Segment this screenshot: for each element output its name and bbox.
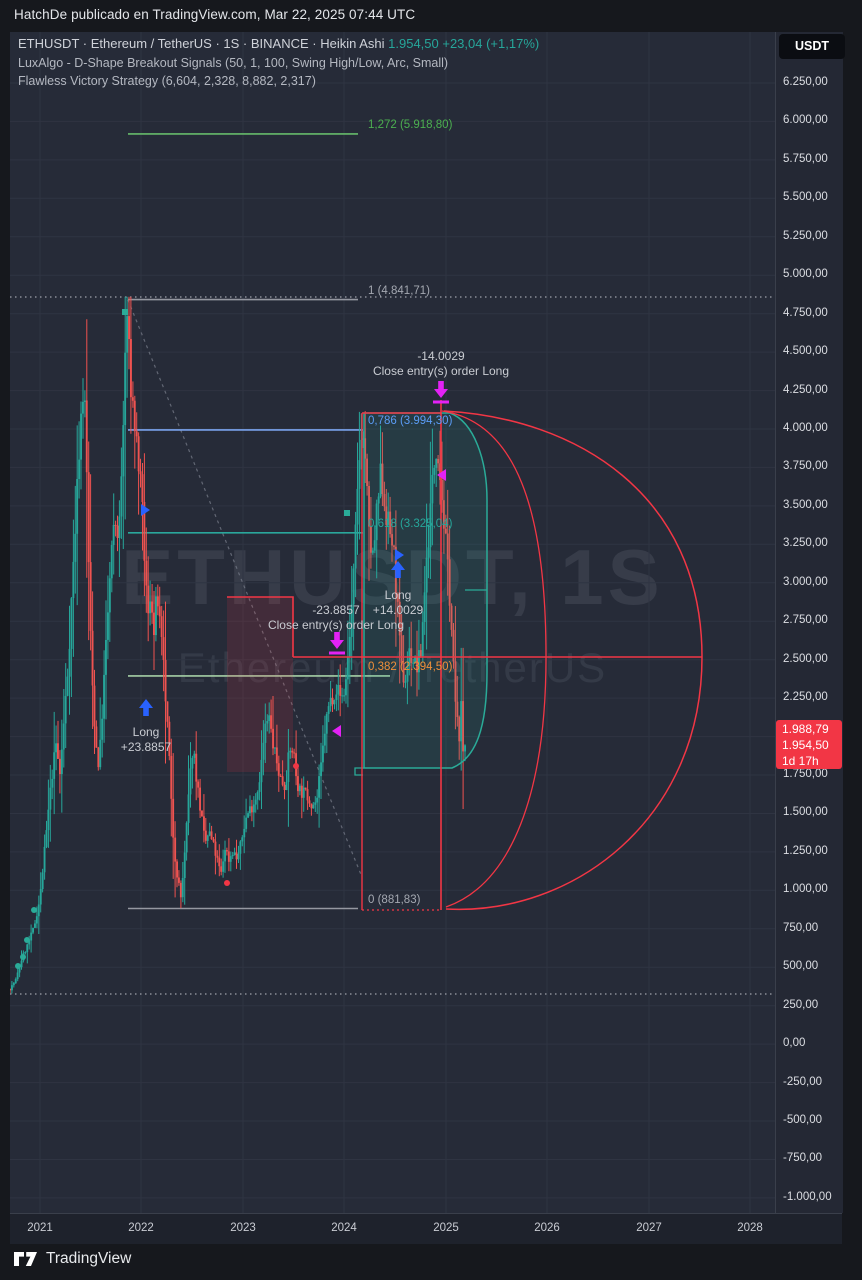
chart-card: ETHUSDT, 1S Ethereum / TetherUS ETHUSDT … — [10, 32, 845, 1244]
symbol-title: ETHUSDT · Ethereum / TetherUS · 1S · BIN… — [18, 36, 385, 51]
price-scale-label: 3.500,00 — [783, 498, 828, 511]
price-scale-label: 0,00 — [783, 1037, 806, 1050]
price-scale-label: 1.750,00 — [783, 768, 828, 780]
price-scale[interactable]: 6.250,00 6.000,00 5.750,00 5.500,00 5.250,00… — [775, 32, 843, 1213]
time-scale[interactable]: 2021 2022 2023 2024 2025 2026 2027 2028 — [10, 1213, 842, 1244]
chart-plot-area[interactable] — [10, 32, 775, 1213]
time-scale-year-label: 2023 — [230, 1222, 256, 1234]
tradingview-logo-icon — [14, 1251, 37, 1266]
currency-toggle-button[interactable]: USDT — [779, 34, 845, 59]
price-scale-label: 1.000,00 — [783, 883, 828, 896]
red-zone — [227, 596, 294, 772]
price-scale-label: 4.000,00 — [783, 422, 828, 434]
price-scale-label: 250,00 — [783, 998, 819, 1011]
price-scale-label: -1.000,00 — [783, 1190, 832, 1203]
time-scale-year-label: 2025 — [433, 1222, 459, 1234]
price-tag-countdown: 1d 17h — [782, 754, 819, 768]
price-scale-label: 3.750,00 — [783, 460, 828, 473]
publish-info-text: HatchDe publicado en TradingView.com, Ma… — [14, 7, 416, 22]
price-scale-label: 2.250,00 — [783, 691, 828, 704]
footer-bar: TradingView — [0, 1243, 862, 1280]
price-scale-label: 1.500,00 — [783, 806, 828, 819]
time-scale-year-label: 2021 — [27, 1222, 53, 1234]
price-scale-label: 2.500,00 — [783, 652, 828, 665]
watermark-description: Ethereum / TetherUS — [178, 644, 608, 691]
fib-trendline — [127, 299, 363, 878]
price-scale-label: 5.000,00 — [783, 268, 828, 281]
price-tag-high: 1.988,79 — [782, 722, 829, 736]
time-scale-year-label: 2026 — [534, 1222, 560, 1234]
price-scale-label: 4.500,00 — [783, 345, 828, 358]
tradingview-logo[interactable]: TradingView — [14, 1250, 131, 1268]
price-scale-label: 4.750,00 — [783, 306, 828, 319]
tradingview-logo-text: TradingView — [46, 1250, 132, 1267]
price-scale-label: -500,00 — [783, 1114, 823, 1126]
candles-layer — [10, 296, 466, 994]
trade-markers-layer — [139, 381, 449, 737]
price-scale-label: -250,00 — [783, 1075, 823, 1088]
grid-layer — [10, 32, 775, 1213]
price-tag-last: 1.954,50 — [782, 738, 829, 752]
fib-lines-layer — [128, 133, 390, 910]
price-scale-label: -750,00 — [783, 1152, 823, 1165]
price-scale-label: 3.000,00 — [783, 575, 828, 588]
watermark-symbol: ETHUSDT, 1S — [121, 533, 664, 621]
indicator-row-dshape[interactable]: LuxAlgo - D-Shape Breakout Signals (50, … — [18, 55, 449, 70]
last-price-change: 1.954,50 +23,04 (+1,17%) — [388, 36, 540, 51]
price-scale-label: 6.000,00 — [783, 114, 828, 127]
time-scale-year-label: 2022 — [128, 1222, 154, 1234]
price-scale-label: 3.250,00 — [783, 537, 828, 550]
last-price-tag: 1.988,79 1.954,50 1d 17h — [776, 720, 842, 769]
time-scale-year-label: 2027 — [636, 1222, 662, 1234]
price-scale-label: 2.750,00 — [783, 614, 828, 627]
d-shape-pattern — [293, 400, 703, 911]
price-scale-label: 6.250,00 — [783, 76, 828, 88]
price-scale-label: 4.250,00 — [783, 383, 828, 396]
price-scale-label: 750,00 — [783, 921, 819, 934]
signal-dots-layer — [15, 309, 350, 969]
price-scale-label: 1.250,00 — [783, 844, 828, 857]
indicator-row-strategy[interactable]: Flawless Victory Strategy (6,604, 2,328,… — [18, 74, 316, 88]
price-scale-label: 5.750,00 — [783, 152, 828, 165]
time-scale-year-label: 2024 — [331, 1222, 357, 1234]
price-scale-label: 5.500,00 — [783, 191, 828, 204]
chart-legend: ETHUSDT · Ethereum / TetherUS · 1S · BIN… — [18, 35, 539, 91]
time-scale-year-label: 2028 — [737, 1222, 763, 1234]
price-scale-label: 5.250,00 — [783, 229, 828, 242]
price-scale-label: 500,00 — [783, 960, 819, 973]
symbol-title-row[interactable]: ETHUSDT · Ethereum / TetherUS · 1S · BIN… — [18, 35, 539, 54]
